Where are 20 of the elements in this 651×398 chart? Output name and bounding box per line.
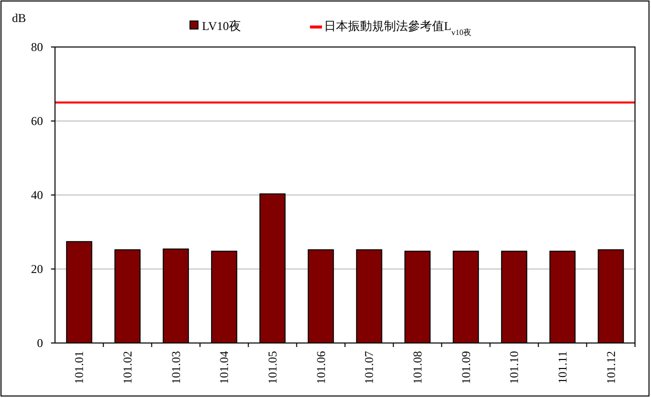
y-axis-title: dB [12, 11, 26, 25]
x-tick-label: 101.02 [120, 351, 134, 384]
x-tick-label: 101.04 [217, 351, 232, 384]
x-tick-label: 101.01 [72, 351, 86, 384]
x-tick-label: 101.08 [410, 351, 424, 384]
x-tick-label: 101.09 [458, 351, 473, 384]
y-tick-label: 20 [31, 262, 43, 276]
x-tick-label: 101.12 [604, 351, 618, 384]
x-tick-label: 101.03 [168, 351, 183, 384]
x-tick-label: 101.11 [556, 351, 570, 384]
x-tick-label: 101.06 [314, 351, 328, 384]
x-tick-label: 101.10 [507, 351, 522, 384]
y-tick-label: 40 [31, 188, 43, 202]
y-tick-label: 80 [31, 40, 43, 54]
legend-label: LV10夜 [202, 19, 241, 33]
x-tick-label: 101.05 [266, 351, 280, 384]
y-tick-label: 0 [37, 336, 43, 350]
y-tick-label: 60 [31, 114, 43, 128]
x-tick-label: 101.07 [362, 351, 376, 384]
legend-label: 日本振動規制法參考值L$_{v10夜}$ [324, 19, 472, 36]
